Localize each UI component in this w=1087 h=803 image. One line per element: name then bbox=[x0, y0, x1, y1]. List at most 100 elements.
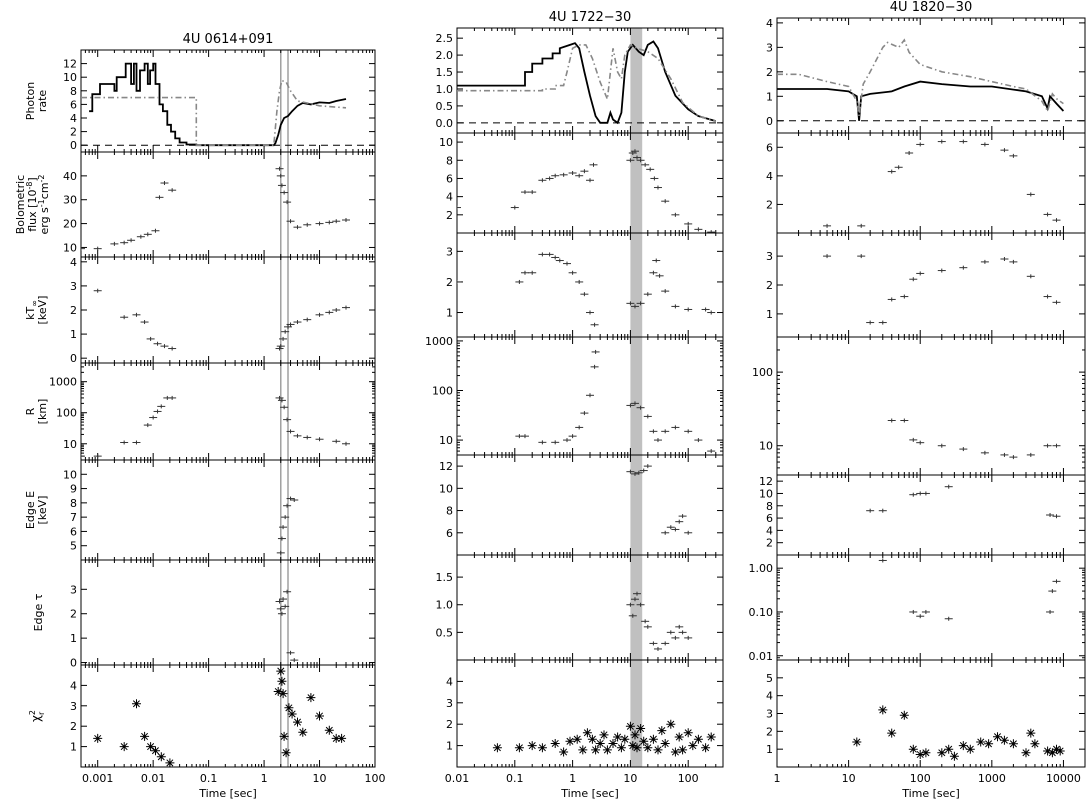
star-point bbox=[630, 730, 640, 740]
y-axis-label: χ2r bbox=[28, 710, 46, 722]
y-tick-label: 20 bbox=[63, 218, 77, 231]
x-tick-label: 1 bbox=[261, 772, 268, 785]
star-point bbox=[965, 744, 975, 754]
chart-column-3: 4U 1820−300123424612310100246810120.010.… bbox=[749, 0, 1086, 800]
star-point bbox=[908, 744, 918, 754]
y-tick-label: 1 bbox=[446, 740, 453, 753]
y-tick-label: 4 bbox=[766, 690, 773, 703]
y-tick-label: 10 bbox=[63, 71, 77, 84]
panel-6: 0.5 1.0 1.5 bbox=[436, 554, 724, 661]
star-point bbox=[976, 737, 986, 747]
y-tick-label: 0 bbox=[766, 115, 773, 128]
panel-frame bbox=[776, 474, 1086, 556]
star-point bbox=[648, 734, 658, 744]
star-point bbox=[578, 745, 588, 755]
y-tick-label: 1 bbox=[70, 741, 77, 754]
y-axis-label-line: rate bbox=[36, 90, 49, 113]
star-point bbox=[1047, 748, 1057, 758]
y-tick-label: 12 bbox=[439, 460, 453, 473]
y-tick-label: 0.01 bbox=[749, 650, 774, 663]
star-point bbox=[937, 748, 947, 758]
panel-frame bbox=[80, 664, 376, 768]
y-axis-label-line: flux [10-8] bbox=[25, 177, 39, 231]
star-point bbox=[278, 689, 288, 699]
x-tick-label: 1 bbox=[774, 772, 781, 785]
y-tick-label: 2 bbox=[70, 126, 77, 139]
panel-frame bbox=[776, 17, 1086, 134]
star-point bbox=[277, 676, 287, 686]
x-tick-label: 0.1 bbox=[200, 772, 218, 785]
y-tick-label: 100 bbox=[56, 407, 77, 420]
y-tick-label: 6 bbox=[70, 525, 77, 538]
data-layer bbox=[626, 464, 693, 535]
data-layer bbox=[457, 149, 716, 233]
x-tick-label: 100 bbox=[678, 772, 699, 785]
y-tick-label: 1.00 bbox=[749, 562, 774, 575]
data-layer bbox=[276, 496, 299, 555]
star-point bbox=[944, 744, 954, 754]
y-tick-label: 6 bbox=[446, 172, 453, 185]
data-layer bbox=[81, 395, 351, 459]
y-tick-label: 8 bbox=[766, 500, 773, 513]
star-point bbox=[572, 734, 582, 744]
data-layer bbox=[81, 62, 347, 147]
y-tick-label: 10 bbox=[439, 434, 453, 447]
x-axis-label: Time [sec] bbox=[901, 787, 960, 800]
y-tick-label: 2.0 bbox=[436, 49, 454, 62]
star-point bbox=[625, 721, 635, 731]
y-tick-label: 4 bbox=[446, 191, 453, 204]
y-tick-label: 9 bbox=[70, 483, 77, 496]
y-tick-label: 1 bbox=[766, 308, 773, 321]
y-tick-label: 0.5 bbox=[436, 100, 454, 113]
data-layer bbox=[823, 139, 1061, 228]
star-point bbox=[527, 741, 537, 751]
y-tick-label: 2 bbox=[446, 276, 453, 289]
star-point bbox=[591, 745, 601, 755]
star-point bbox=[1021, 748, 1031, 758]
panel-frame bbox=[776, 232, 1086, 338]
y-tick-label: 10 bbox=[439, 482, 453, 495]
star-point bbox=[306, 693, 316, 703]
panel-2: 2 4 6 8 10 bbox=[439, 132, 724, 234]
y-tick-label: 1.5 bbox=[436, 66, 454, 79]
star-point bbox=[899, 710, 909, 720]
star-point bbox=[878, 705, 888, 715]
panel-frame bbox=[456, 554, 724, 661]
y-tick-label: 100 bbox=[432, 385, 453, 398]
y-tick-label: 4 bbox=[70, 679, 77, 692]
y-axis-label-line: Photon bbox=[24, 82, 37, 120]
star-point bbox=[93, 733, 103, 743]
y-tick-label: 4 bbox=[446, 675, 453, 688]
star-point bbox=[537, 743, 547, 753]
star-point bbox=[657, 726, 667, 736]
star-point bbox=[1052, 744, 1061, 754]
y-tick-label: 4 bbox=[766, 17, 773, 30]
panel-frame bbox=[80, 459, 376, 561]
y-tick-label: 7 bbox=[70, 511, 77, 524]
y-tick-label: 0 bbox=[70, 352, 77, 365]
y-tick-label: 6 bbox=[766, 512, 773, 525]
chart-column-2: 4U 1722−300.00.51.01.52.02.5246810123101… bbox=[425, 10, 724, 800]
panel-1: 0 1 2 3 4 bbox=[766, 17, 1086, 134]
x-tick-label: 10 bbox=[623, 772, 637, 785]
star-point bbox=[602, 745, 612, 755]
y-tick-label: 2 bbox=[446, 718, 453, 731]
star-point bbox=[701, 743, 711, 753]
star-point bbox=[276, 666, 286, 676]
x-tick-label: 0.01 bbox=[141, 772, 166, 785]
data-layer bbox=[852, 705, 1065, 761]
star-point bbox=[653, 745, 663, 755]
y-tick-label: 2 bbox=[766, 279, 773, 292]
data-layer bbox=[887, 418, 1061, 460]
star-point bbox=[693, 734, 703, 744]
star-point bbox=[1026, 728, 1036, 738]
y-axis-label-line: erg s-1cm-2 bbox=[37, 174, 51, 234]
panel-frame bbox=[776, 132, 1086, 234]
series-line bbox=[89, 62, 347, 147]
panel-4: 10 100 1000 bbox=[425, 335, 724, 456]
x-tick-label: 10 bbox=[313, 772, 327, 785]
y-tick-label: 4 bbox=[766, 524, 773, 537]
y-tick-label: 0.5 bbox=[436, 626, 454, 639]
y-tick-label: 4 bbox=[70, 256, 77, 269]
y-tick-label: 3 bbox=[70, 700, 77, 713]
